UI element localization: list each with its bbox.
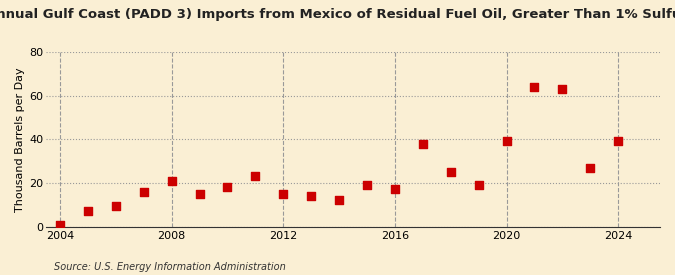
Point: [389, 187, 400, 192]
Point: [446, 170, 456, 174]
Point: [613, 139, 624, 144]
Point: [362, 183, 373, 187]
Point: [585, 166, 595, 170]
Point: [333, 198, 344, 203]
Point: [166, 178, 177, 183]
Point: [82, 209, 93, 213]
Point: [278, 192, 289, 196]
Point: [529, 85, 540, 89]
Point: [111, 204, 122, 208]
Y-axis label: Thousand Barrels per Day: Thousand Barrels per Day: [15, 67, 25, 211]
Point: [501, 139, 512, 144]
Point: [250, 174, 261, 178]
Point: [306, 194, 317, 198]
Point: [417, 141, 428, 146]
Point: [194, 192, 205, 196]
Point: [55, 223, 65, 228]
Point: [473, 183, 484, 187]
Point: [138, 189, 149, 194]
Point: [222, 185, 233, 189]
Text: Annual Gulf Coast (PADD 3) Imports from Mexico of Residual Fuel Oil, Greater Tha: Annual Gulf Coast (PADD 3) Imports from …: [0, 8, 675, 21]
Text: Source: U.S. Energy Information Administration: Source: U.S. Energy Information Administ…: [54, 262, 286, 272]
Point: [557, 87, 568, 91]
